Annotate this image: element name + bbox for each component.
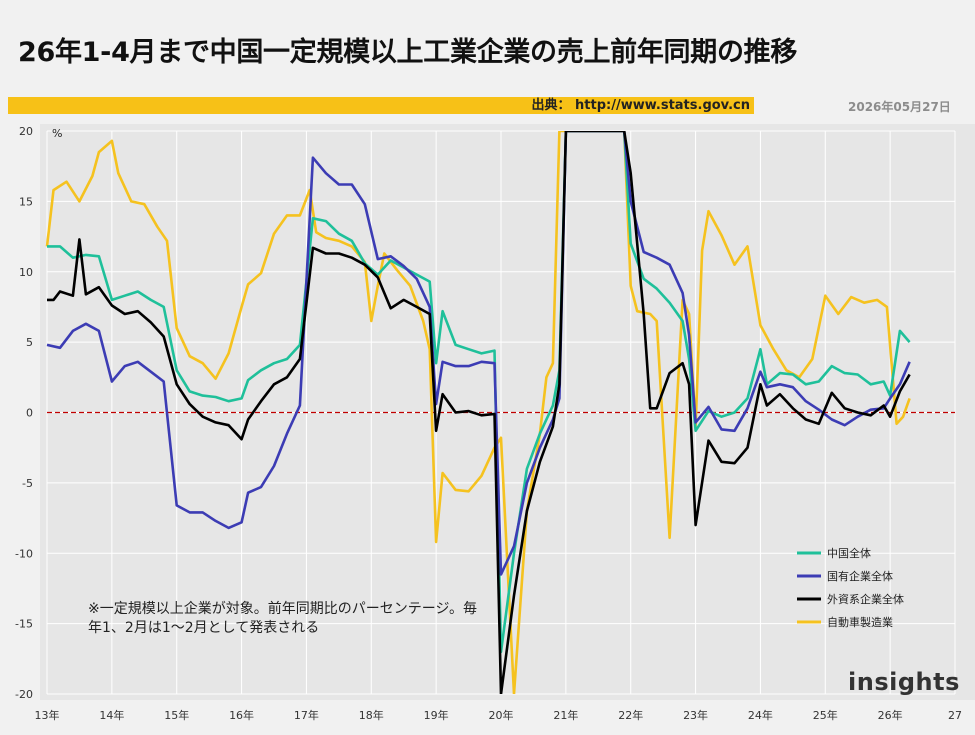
x-tick-label: 27 <box>948 709 962 722</box>
y-tick-label: 0 <box>26 407 33 420</box>
y-axis-unit: % <box>52 127 62 140</box>
chart-title: 26年1-4月まで中国一定規模以上工業企業の売上前年同期の推移 <box>18 37 798 68</box>
footnote: ※一定規模以上企業が対象。前年同期比のパーセンテージ。毎年1、2月は1～2月とし… <box>88 601 478 636</box>
y-tick-label: 20 <box>19 125 33 138</box>
legend-label: 外資系企業全体 <box>827 592 904 606</box>
publication-date: 2026年05月27日 <box>848 100 951 114</box>
x-tick-label: 16年 <box>229 708 254 722</box>
x-tick-label: 15年 <box>164 708 189 722</box>
x-tick-label: 26年 <box>878 708 903 722</box>
y-tick-label: 10 <box>19 266 33 279</box>
x-tick-label: 25年 <box>813 708 838 722</box>
legend-label: 中国全体 <box>827 546 871 560</box>
y-tick-label: -20 <box>15 688 33 701</box>
y-tick-label: 15 <box>19 195 33 208</box>
x-tick-label: 13年 <box>35 708 60 722</box>
legend-label: 自動車製造業 <box>827 615 893 629</box>
source-bar: 出典： http://www.stats.gov.cn <box>8 97 754 114</box>
y-tick-label: -15 <box>15 618 33 631</box>
series-lines <box>45 131 911 694</box>
x-tick-label: 24年 <box>748 708 773 722</box>
legend-label: 国有企業全体 <box>827 569 893 583</box>
y-tick-label: -10 <box>15 547 33 560</box>
series-line-auto <box>45 131 911 694</box>
x-tick-label: 23年 <box>683 708 708 722</box>
x-tick-label: 17年 <box>294 708 319 722</box>
x-tick-label: 22年 <box>618 708 643 722</box>
source-label: 出典： http://www.stats.gov.cn <box>531 98 750 113</box>
x-tick-label: 21年 <box>553 708 578 722</box>
x-tick-label: 20年 <box>489 708 514 722</box>
x-tick-label: 14年 <box>99 708 124 722</box>
x-tick-label: 19年 <box>424 708 449 722</box>
x-tick-label: 18年 <box>359 708 384 722</box>
series-line-foreign <box>47 131 911 694</box>
y-tick-label: -5 <box>22 477 33 490</box>
series-line-state_owned <box>46 131 911 576</box>
series-line-china_total <box>47 131 911 654</box>
insights-logo: insights <box>848 668 960 696</box>
y-tick-label: 5 <box>26 336 33 349</box>
